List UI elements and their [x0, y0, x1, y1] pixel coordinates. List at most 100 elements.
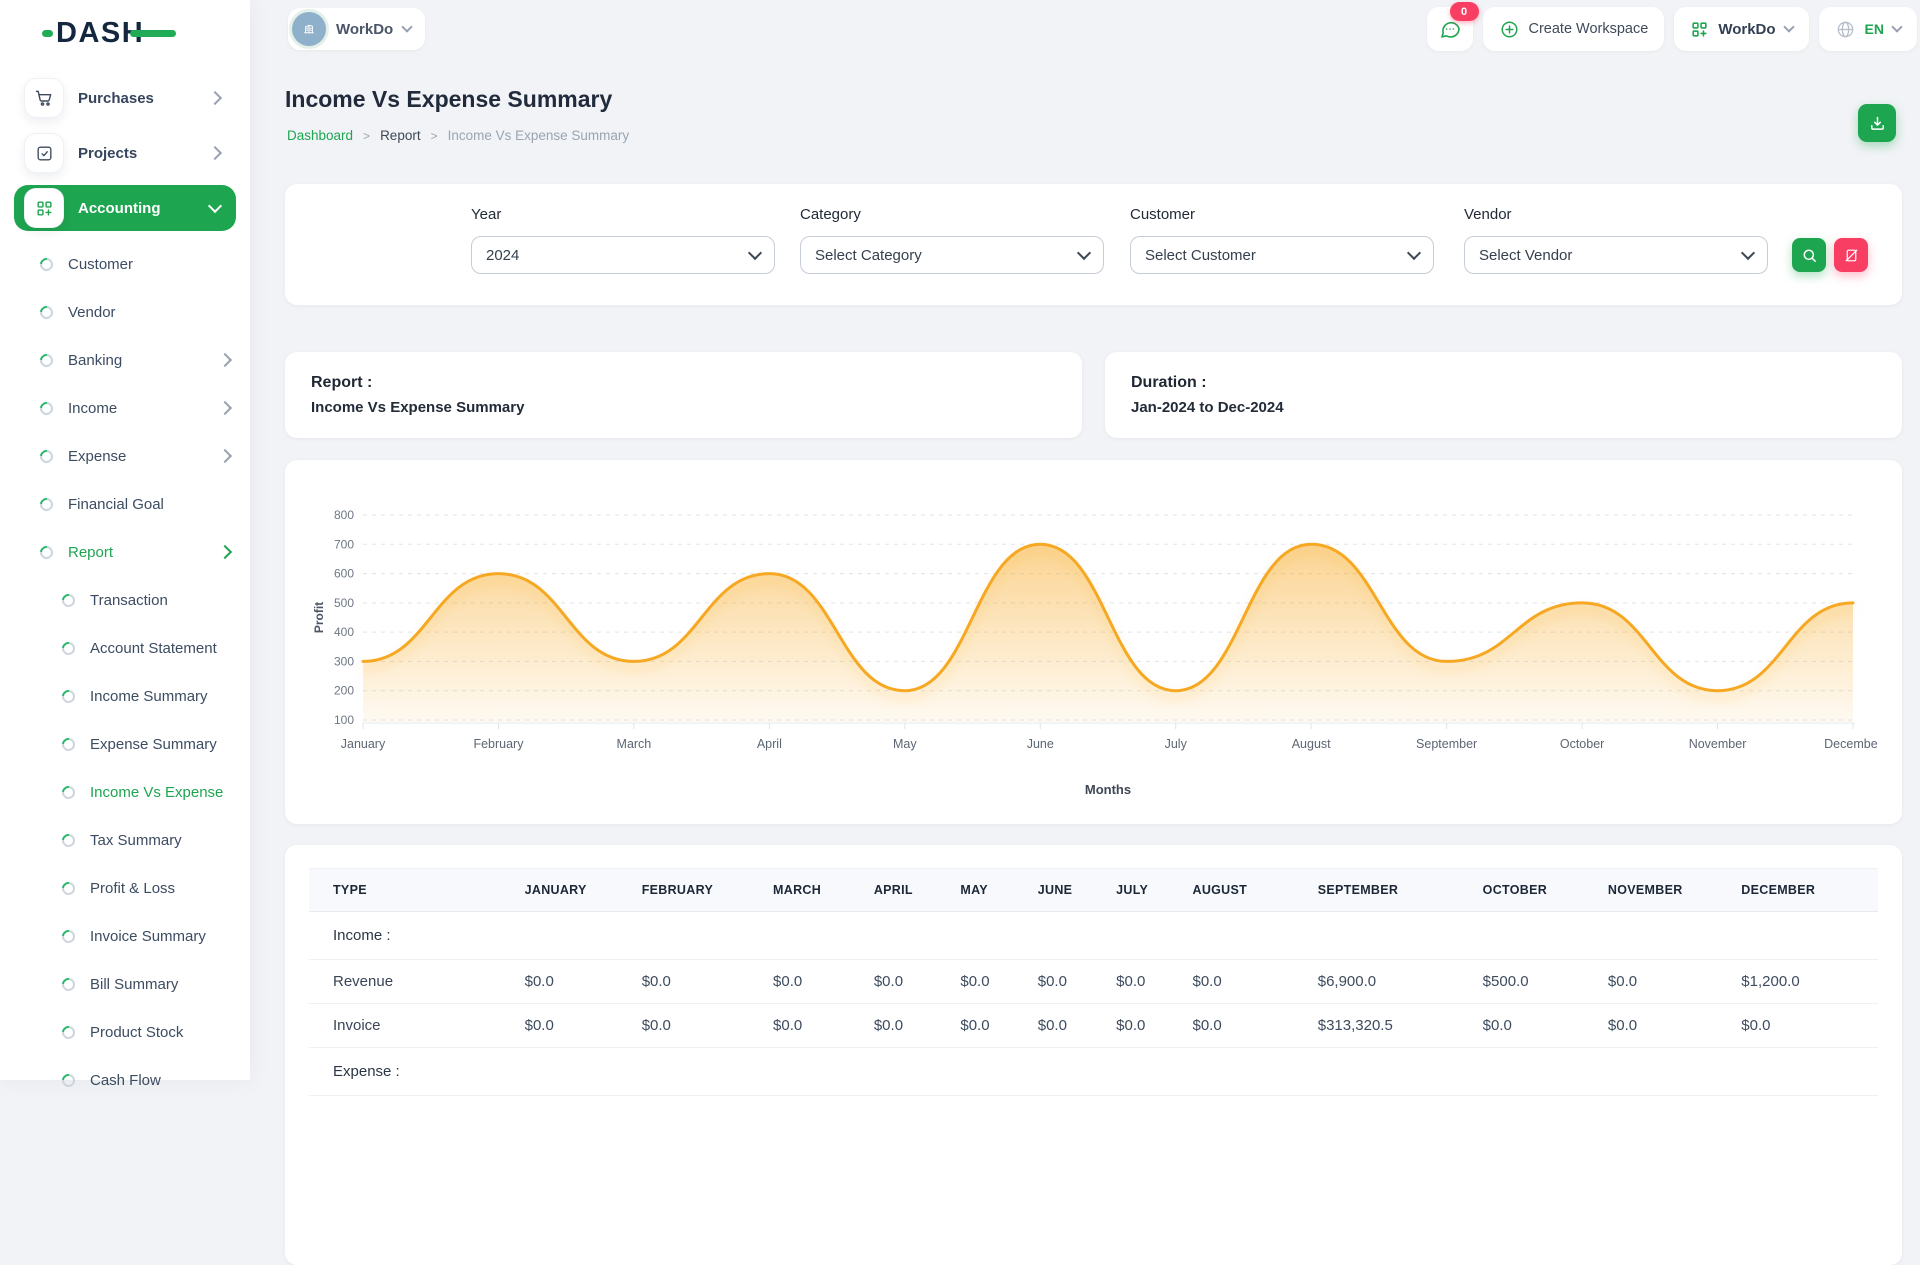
y-tick-label: 300: [334, 654, 354, 668]
sidebar-item-expense-summary[interactable]: Expense Summary: [0, 720, 250, 768]
sidebar-item-tax-summary[interactable]: Tax Summary: [0, 816, 250, 864]
create-workspace-button[interactable]: Create Workspace: [1483, 7, 1665, 51]
chevron-down-icon: [1077, 246, 1091, 260]
x-tick-label: January: [341, 737, 386, 751]
column-header-may: MAY: [948, 869, 1025, 912]
y-tick-label: 800: [334, 508, 354, 522]
sidebar-item-label: Income Summary: [90, 688, 208, 705]
sidebar-item-purchases[interactable]: Purchases: [14, 75, 236, 121]
sidebar-item-income-summary[interactable]: Income Summary: [0, 672, 250, 720]
bullet-icon: [59, 975, 77, 993]
breadcrumb-item-income-vs-expense-summary: Income Vs Expense Summary: [448, 128, 630, 143]
sidebar-item-label: Income: [68, 400, 117, 417]
filter-card: Year 2024 Category Select Category Custo…: [285, 184, 1902, 305]
search-button[interactable]: [1792, 238, 1826, 272]
sidebar-item-account-statement[interactable]: Account Statement: [0, 624, 250, 672]
column-header-type: TYPE: [309, 869, 513, 912]
bullet-icon: [37, 351, 55, 369]
download-report-button[interactable]: [1858, 104, 1896, 142]
brand-logo[interactable]: DASH: [56, 16, 144, 50]
value-cell: $313,320.5: [1306, 1004, 1471, 1048]
sidebar-item-transaction[interactable]: Transaction: [0, 576, 250, 624]
grid-plus-icon: [1690, 20, 1709, 39]
column-header-june: JUNE: [1026, 869, 1104, 912]
value-cell: $0.0: [1104, 960, 1180, 1004]
sidebar-item-vendor[interactable]: Vendor: [0, 288, 250, 336]
x-tick-label: April: [757, 737, 782, 751]
reset-filter-button[interactable]: [1834, 238, 1868, 272]
page-title: Income Vs Expense Summary: [285, 86, 612, 113]
duration-card-title: Duration :: [1131, 374, 1876, 392]
sidebar-item-banking[interactable]: Banking: [0, 336, 250, 384]
group-label: Income :: [309, 912, 1878, 960]
y-axis-title: Profit: [312, 602, 326, 633]
plus-circle-icon: [1499, 19, 1520, 40]
table-group-row-income: Income :: [309, 912, 1878, 960]
breadcrumb-item-report[interactable]: Report: [380, 128, 421, 143]
sidebar-item-report[interactable]: Report: [0, 528, 250, 576]
workspace-pill[interactable]: WorkDo: [288, 8, 425, 50]
column-header-march: MARCH: [761, 869, 862, 912]
chevron-right-icon: [218, 545, 232, 559]
sidebar-item-projects[interactable]: Projects: [14, 130, 236, 176]
sidebar-item-label: Purchases: [78, 90, 210, 107]
sidebar-item-bill-summary[interactable]: Bill Summary: [0, 960, 250, 1008]
language-label: EN: [1865, 21, 1884, 37]
sidebar-item-income-vs-expense[interactable]: Income Vs Expense: [0, 768, 250, 816]
value-cell: $0.0: [761, 960, 862, 1004]
messages-badge: 0: [1450, 2, 1479, 21]
sidebar-submenu: CustomerVendorBanking Income ExpenseFinanc…: [0, 240, 250, 1104]
chevron-right-icon: [208, 91, 222, 105]
bullet-icon: [37, 399, 55, 417]
workdo-menu-button[interactable]: WorkDo: [1674, 7, 1808, 51]
bullet-icon: [37, 303, 55, 321]
customer-select[interactable]: Select Customer: [1130, 236, 1434, 274]
sidebar-item-label: Income Vs Expense: [90, 784, 223, 801]
report-card-title: Report :: [311, 374, 1056, 392]
x-tick-label: March: [617, 737, 652, 751]
x-tick-label: September: [1416, 737, 1477, 751]
grid-plus-icon: [24, 188, 64, 228]
value-cell: $0.0: [1471, 1004, 1596, 1048]
year-label: Year: [471, 206, 501, 223]
sidebar-item-financial-goal[interactable]: Financial Goal: [0, 480, 250, 528]
value-cell: $0.0: [1596, 960, 1729, 1004]
y-tick-label: 200: [334, 684, 354, 698]
year-select[interactable]: 2024: [471, 236, 775, 274]
report-card: Report : Income Vs Expense Summary: [285, 352, 1082, 438]
sidebar-item-invoice-summary[interactable]: Invoice Summary: [0, 912, 250, 960]
vendor-select[interactable]: Select Vendor: [1464, 236, 1768, 274]
category-select[interactable]: Select Category: [800, 236, 1104, 274]
logo-dash-accent: [42, 30, 53, 37]
table-row-invoice: Invoice$0.0$0.0$0.0$0.0$0.0$0.0$0.0$0.0$…: [309, 1004, 1878, 1048]
chart-svg: 100200300400500600700800JanuaryFebruaryM…: [309, 488, 1878, 804]
messages-button[interactable]: 0: [1427, 7, 1473, 51]
language-button[interactable]: EN: [1819, 7, 1917, 51]
column-header-august: AUGUST: [1181, 869, 1306, 912]
cart-icon: [24, 78, 64, 118]
sidebar-item-product-stock[interactable]: Product Stock: [0, 1008, 250, 1056]
app-root: { "brand": { "logo": "DASH" }, "topbar":…: [0, 0, 1920, 1080]
x-tick-label: October: [1560, 737, 1604, 751]
sidebar-item-accounting[interactable]: Accounting: [14, 185, 236, 231]
chevron-down-icon: [1783, 21, 1794, 32]
sidebar-item-label: Expense Summary: [90, 736, 217, 753]
sidebar-item-income[interactable]: Income: [0, 384, 250, 432]
bullet-icon: [59, 1023, 77, 1041]
column-header-november: NOVEMBER: [1596, 869, 1729, 912]
sidebar-item-customer[interactable]: Customer: [0, 240, 250, 288]
table-header-row: TYPEJANUARYFEBRUARYMARCHAPRILMAYJUNEJULY…: [309, 869, 1878, 912]
chevron-right-icon: [208, 146, 222, 160]
vendor-select-value: Select Vendor: [1479, 247, 1572, 264]
bullet-icon: [59, 927, 77, 945]
sidebar-item-label: Account Statement: [90, 640, 217, 657]
x-axis-title: Months: [1085, 782, 1131, 797]
sidebar-item-label: Profit & Loss: [90, 880, 175, 897]
sidebar-item-profit-loss[interactable]: Profit & Loss: [0, 864, 250, 912]
sidebar-item-cash-flow[interactable]: Cash Flow: [0, 1056, 250, 1104]
sidebar-item-label: Tax Summary: [90, 832, 182, 849]
breadcrumb-item-dashboard[interactable]: Dashboard: [287, 128, 353, 143]
sidebar-item-expense[interactable]: Expense: [0, 432, 250, 480]
globe-icon: [1835, 19, 1856, 40]
sidebar-item-label: Bill Summary: [90, 976, 178, 993]
